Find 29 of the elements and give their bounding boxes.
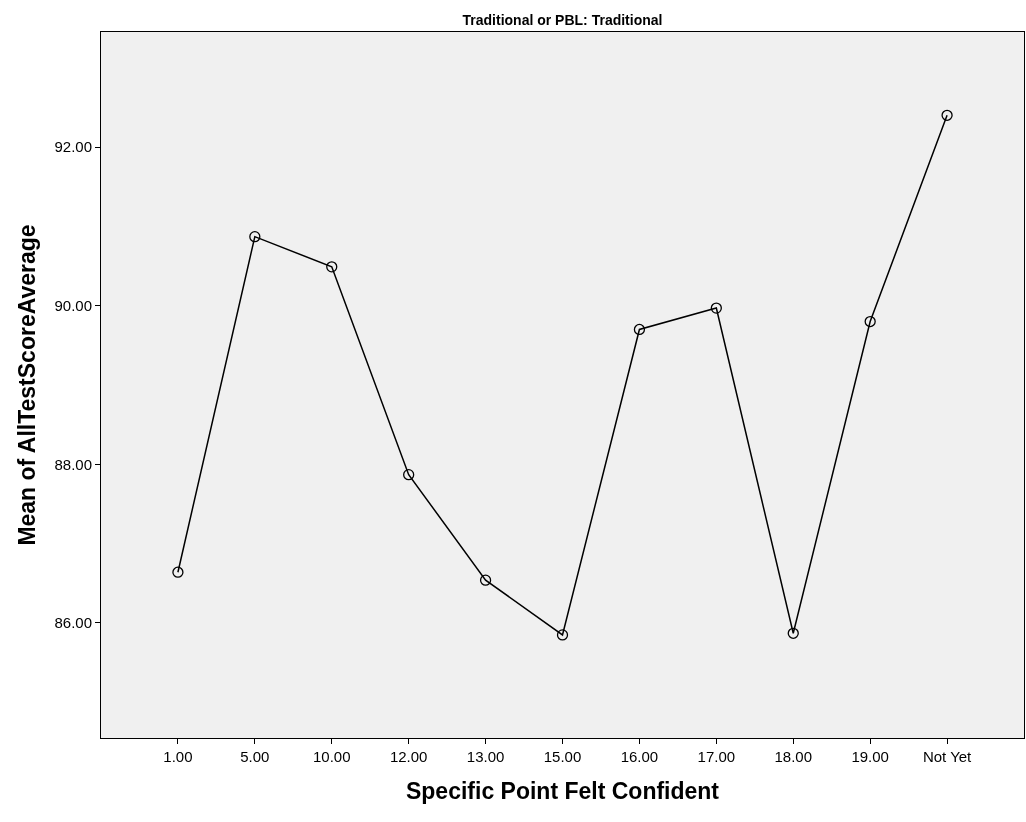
y-tick-label: 86.00 <box>54 614 92 632</box>
x-tick-label: 18.00 <box>774 748 813 765</box>
x-tick-label: 10.00 <box>312 748 351 765</box>
point <box>787 627 799 639</box>
x-tick-label: 16.00 <box>620 748 659 765</box>
x-axis-title: Specific Point Felt Confident <box>405 777 720 804</box>
y-tick-label: 90.00 <box>54 296 92 314</box>
x-tick-label: 12.00 <box>389 748 428 765</box>
x-tick-label: 17.00 <box>697 748 736 765</box>
point <box>710 302 722 314</box>
point <box>941 109 953 121</box>
x-tick-label: 15.00 <box>543 748 582 765</box>
y-tick-label: 92.00 <box>54 138 92 156</box>
point <box>249 231 261 243</box>
point <box>172 566 184 578</box>
x-tick-label: 5.00 <box>240 748 270 765</box>
x-tick-label: 1.00 <box>163 748 193 765</box>
x-tick-label: Not Yet <box>922 748 973 765</box>
y-tick-label: 88.00 <box>54 455 92 473</box>
point <box>633 323 646 336</box>
point <box>403 468 415 481</box>
point <box>864 315 876 328</box>
x-tick-label: 19.00 <box>851 748 889 765</box>
chart-title: Traditional or PBL: Traditional <box>462 12 663 29</box>
point <box>556 629 569 641</box>
y-axis-title: Mean of AllTestScoreAverage <box>13 224 40 546</box>
point <box>479 574 492 586</box>
x-tick-label: 13.00 <box>466 748 505 765</box>
point <box>326 261 338 273</box>
